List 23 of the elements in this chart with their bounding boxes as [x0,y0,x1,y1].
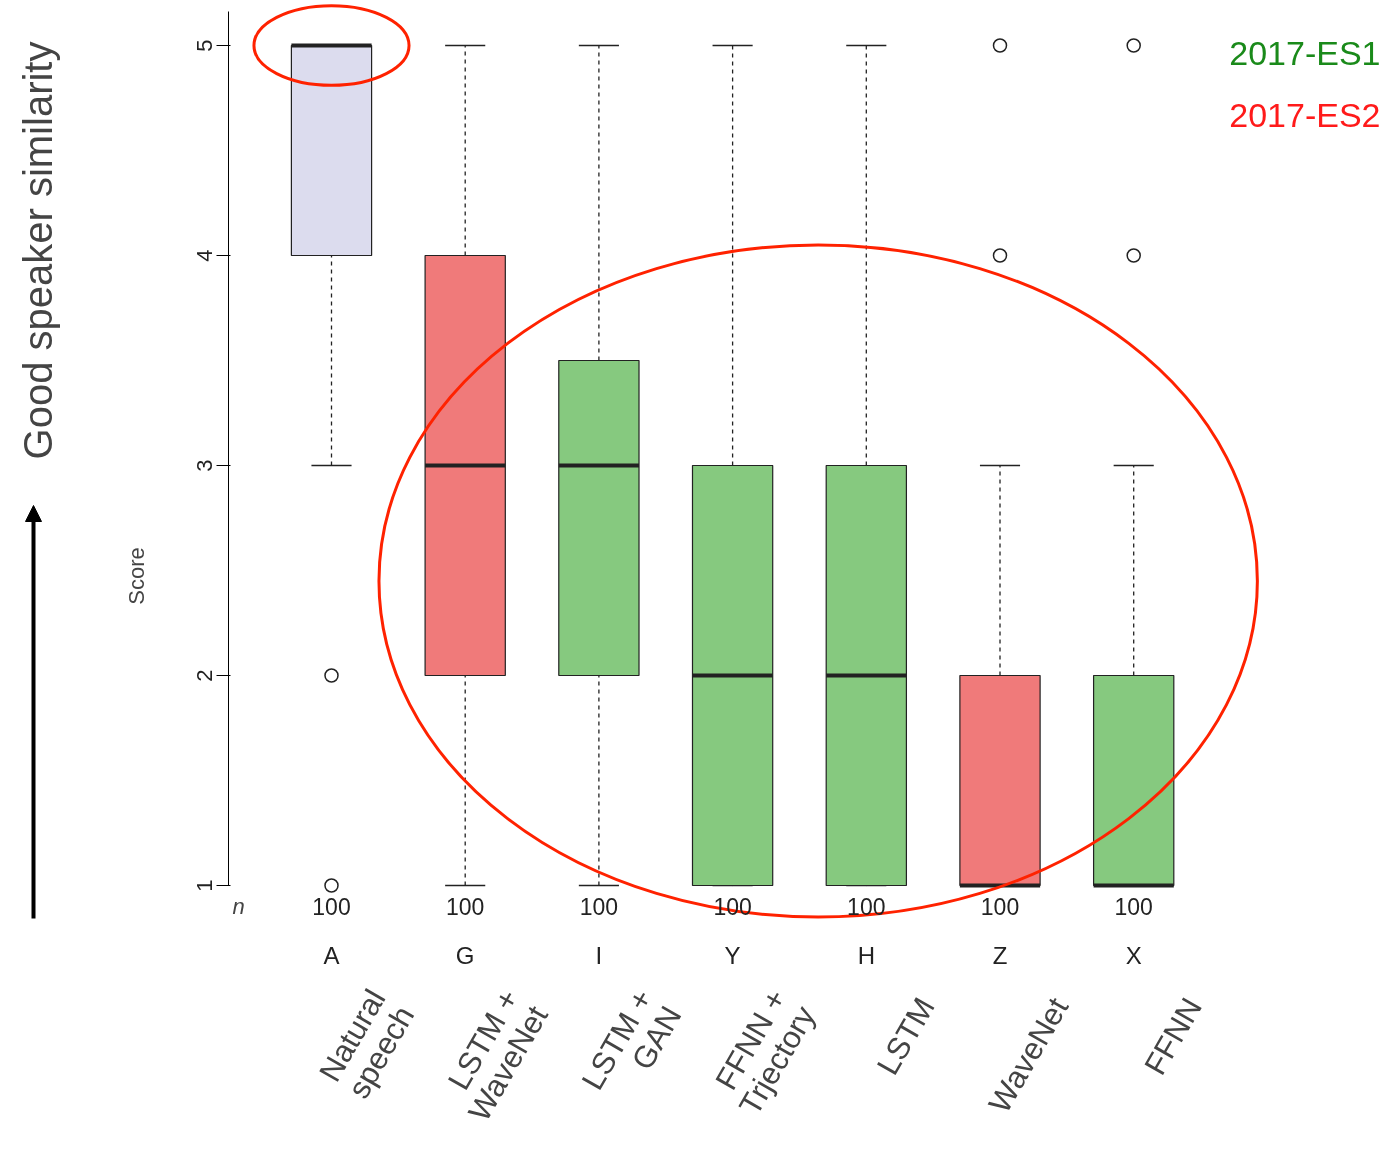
x-tick-label: Z [992,942,1008,969]
x-tick-label: A [323,942,340,969]
y-tick-label: 4 [191,249,217,262]
y-axis-title: Score [123,547,149,605]
x-tick-label: Y [724,942,741,969]
text: 100 [847,894,886,920]
text: 2017-ES1 [1229,33,1381,72]
text: 100 [312,894,351,920]
text: Good speaker similarity [15,41,60,460]
x-tick-label: I [595,942,603,969]
y-tick-label: 3 [191,459,217,472]
y-tick-label: 1 [191,879,217,892]
y-tick-label: 2 [191,669,217,682]
text: n [232,894,245,919]
y-tick-label: 5 [191,39,217,52]
text: 100 [1114,894,1153,920]
text: 100 [579,894,619,920]
text: 100 [980,894,1020,920]
text: 2017-ES2 [1229,95,1381,134]
x-tick-label: H [857,942,875,969]
text: 100 [446,894,485,920]
x-tick-label: X [1125,942,1142,969]
x-tick-label: G [455,942,475,969]
